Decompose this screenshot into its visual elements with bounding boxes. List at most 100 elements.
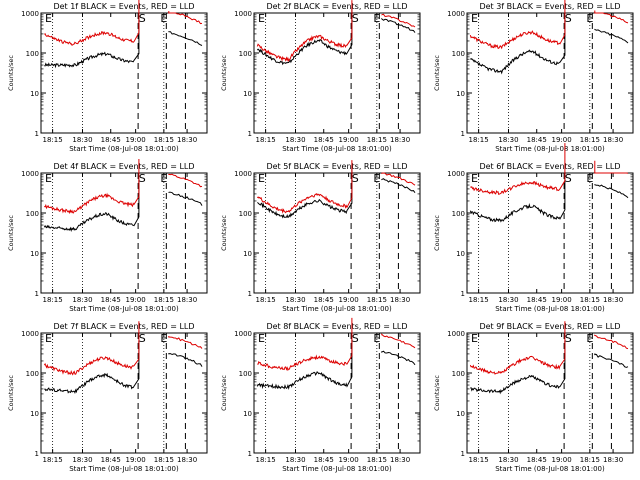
plot-frame xyxy=(40,332,208,454)
x-tick-label: 18:15 xyxy=(469,136,489,144)
lld-series-line xyxy=(469,0,566,50)
events-series-line xyxy=(256,7,353,66)
x-axis-label: Start Time (08-Jul-08 18:01:00) xyxy=(282,465,392,473)
lld-series-line xyxy=(256,0,353,63)
marker-e-left: E xyxy=(258,172,265,185)
y-tick-label: 1 xyxy=(461,290,465,298)
x-tick-label: 18:30 xyxy=(390,296,410,304)
y-tick-label: 10 xyxy=(30,250,39,258)
panel-det-9: Det 9f BLACK = Events, RED = LLD 1 10 100 10… xyxy=(433,321,634,473)
x-tick-label: 19:00 xyxy=(126,136,146,144)
y-tick-label: 1 xyxy=(461,450,465,458)
x-tick-label: 18:30 xyxy=(177,456,197,464)
marker-s: S xyxy=(565,12,572,25)
x-tick-label: 18:15 xyxy=(256,456,276,464)
marker-s: S xyxy=(352,172,359,185)
lld-series-line xyxy=(469,321,566,375)
events-series-line xyxy=(168,191,203,206)
x-tick-label: 18:15 xyxy=(256,136,276,144)
y-tick-label: 100 xyxy=(452,210,465,218)
lld-series-line xyxy=(381,13,416,28)
marker-e-left: E xyxy=(471,332,478,345)
x-tick-label: 18:15 xyxy=(469,456,489,464)
marker-s: S xyxy=(352,332,359,345)
panel-title: Det 8f BLACK = Events, RED = LLD xyxy=(266,322,407,331)
x-tick-label: 18:30 xyxy=(72,456,92,464)
y-axis-label: Counts/sec xyxy=(433,215,441,251)
panel-det-1: Det 1f BLACK = Events, RED = LLD 1 10 100 10… xyxy=(7,0,208,153)
events-series-line xyxy=(44,341,140,394)
y-tick-label: 1 xyxy=(35,450,39,458)
x-tick-label: 18:15 xyxy=(580,456,600,464)
x-tick-label: 18:30 xyxy=(603,296,623,304)
x-tick-label: 19:00 xyxy=(552,296,572,304)
x-tick-label: 18:30 xyxy=(285,296,305,304)
panel-det-6: Det 6f BLACK = Events, RED = LLD 1 10 100 10… xyxy=(433,143,634,313)
plot-frame xyxy=(466,12,634,134)
lld-series-line xyxy=(256,160,353,214)
y-tick-label: 10 xyxy=(456,410,465,418)
panel-title: Det 4f BLACK = Events, RED = LLD xyxy=(53,162,194,171)
x-axis-label: Start Time (08-Jul-08 18:01:00) xyxy=(69,465,179,473)
x-tick-label: 18:30 xyxy=(603,136,623,144)
panel-det-5: Det 5f BLACK = Events, RED = LLD 1 10 100 10… xyxy=(220,160,421,313)
x-tick-label: 18:15 xyxy=(469,296,489,304)
marker-e-left: E xyxy=(471,172,478,185)
x-tick-label: 18:30 xyxy=(603,456,623,464)
y-tick-label: 100 xyxy=(239,210,252,218)
panel-title: Det 7f BLACK = Events, RED = LLD xyxy=(53,322,194,331)
lld-series-line xyxy=(594,334,629,350)
x-tick-label: 18:15 xyxy=(367,456,387,464)
y-tick-label: 1000 xyxy=(234,170,252,178)
panel-title: Det 5f BLACK = Events, RED = LLD xyxy=(266,162,407,171)
panel-title: Det 9f BLACK = Events, RED = LLD xyxy=(479,322,620,331)
plot-frame xyxy=(40,12,208,134)
marker-e: E xyxy=(373,332,380,345)
y-tick-label: 1000 xyxy=(21,330,39,338)
x-tick-label: 18:45 xyxy=(101,456,121,464)
y-tick-label: 100 xyxy=(452,370,465,378)
x-tick-label: 18:15 xyxy=(367,136,387,144)
x-tick-label: 18:45 xyxy=(527,296,547,304)
x-tick-label: 18:30 xyxy=(177,136,197,144)
x-tick-label: 18:15 xyxy=(154,456,174,464)
panel-title: Det 6f BLACK = Events, RED = LLD xyxy=(479,162,620,171)
events-series-line xyxy=(43,179,140,232)
events-series-line xyxy=(381,17,416,33)
y-tick-label: 1 xyxy=(248,130,252,138)
marker-e: E xyxy=(160,172,167,185)
lld-series-line xyxy=(43,321,140,376)
y-tick-label: 1000 xyxy=(447,10,465,18)
x-tick-label: 18:15 xyxy=(154,296,174,304)
x-axis-label: Start Time (08-Jul-08 18:01:00) xyxy=(69,145,179,153)
lld-series-line xyxy=(43,0,140,46)
panel-det-3: Det 3f BLACK = Events, RED = LLD 1 10 100 10… xyxy=(433,0,634,153)
marker-s: S xyxy=(139,332,146,345)
x-axis-label: Start Time (08-Jul-08 18:01:00) xyxy=(69,305,179,313)
lld-series-line xyxy=(381,333,416,349)
y-tick-label: 1000 xyxy=(447,170,465,178)
x-axis-label: Start Time (08-Jul-08 18:01:00) xyxy=(495,305,605,313)
y-tick-label: 1000 xyxy=(447,330,465,338)
plot-frame xyxy=(253,172,421,294)
x-tick-label: 18:15 xyxy=(43,296,63,304)
y-tick-label: 100 xyxy=(26,210,39,218)
y-tick-label: 1 xyxy=(248,290,252,298)
y-tick-label: 10 xyxy=(30,410,39,418)
x-tick-label: 18:15 xyxy=(580,136,600,144)
marker-e: E xyxy=(586,332,593,345)
panel-title: Det 2f BLACK = Events, RED = LLD xyxy=(266,2,407,11)
events-series-line xyxy=(594,353,629,368)
x-tick-label: 18:45 xyxy=(101,136,121,144)
x-tick-label: 18:45 xyxy=(314,456,334,464)
y-axis-label: Counts/sec xyxy=(433,55,441,91)
x-tick-label: 18:45 xyxy=(314,296,334,304)
lld-series-line xyxy=(168,336,203,349)
marker-s: S xyxy=(139,172,146,185)
marker-e-left: E xyxy=(258,12,265,25)
x-tick-label: 18:15 xyxy=(43,456,63,464)
y-tick-label: 10 xyxy=(456,90,465,98)
y-tick-label: 100 xyxy=(239,50,252,58)
events-series-line xyxy=(257,165,353,219)
marker-e: E xyxy=(160,12,167,25)
